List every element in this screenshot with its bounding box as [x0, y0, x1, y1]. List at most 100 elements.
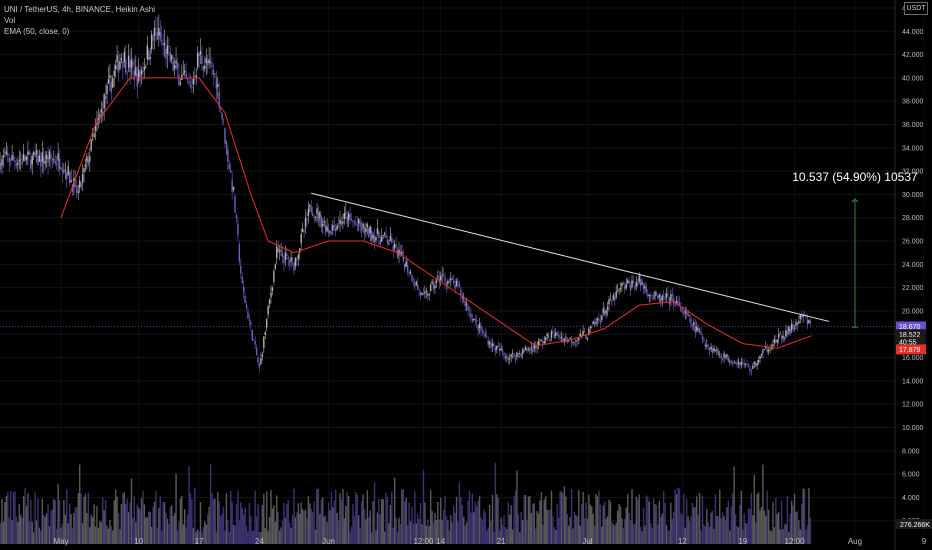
candle-body [314, 216, 317, 218]
volume-bar [608, 499, 610, 544]
volume-bar [425, 525, 428, 544]
volume-bar [603, 501, 606, 544]
volume-bar [45, 513, 48, 544]
volume-bar [431, 511, 433, 544]
candle-body [53, 159, 55, 161]
measure-tool[interactable]: 10.537 (54.90%) 10537 [792, 170, 918, 328]
volume-bar [41, 498, 44, 544]
volume-bar [685, 498, 688, 544]
candle-body [501, 349, 504, 352]
volume-bar [647, 496, 649, 544]
candle-body [83, 168, 85, 173]
price-tag-label: 40:55 [899, 339, 917, 346]
volume-bar [322, 497, 324, 544]
candle-body [648, 294, 650, 296]
volume-bar [401, 489, 403, 544]
candle-body [277, 248, 279, 253]
volume-bar [720, 518, 722, 544]
candle-body [346, 216, 348, 224]
volume-bar [217, 491, 219, 544]
candle-body [507, 358, 510, 360]
candle-body [627, 280, 629, 283]
candle-body [583, 331, 586, 333]
volume-bar [393, 477, 396, 544]
candle-body [573, 342, 576, 343]
price-tick-label: 10.000 [902, 425, 924, 432]
time-axis[interactable]: May101724Jun12:001421Jul121912:00Aug9162… [53, 537, 932, 546]
candle-body [94, 125, 97, 131]
candle-body [685, 312, 688, 315]
candle-body [757, 360, 760, 363]
candle-body [222, 119, 225, 121]
candle-body [38, 155, 41, 162]
volume-bar [637, 499, 639, 544]
currency-badge[interactable]: USDT [904, 2, 928, 15]
candle-body [169, 52, 172, 62]
candle-body [763, 349, 766, 351]
candle-body [133, 70, 136, 81]
candle-body [296, 258, 298, 261]
volume-bar [444, 495, 446, 544]
candle-body [461, 296, 463, 299]
volume-bar [204, 521, 206, 544]
candle-body [152, 36, 154, 41]
candle-body [125, 59, 127, 73]
candle-body [113, 70, 115, 76]
volume-bar [388, 523, 390, 544]
volume-bar [454, 512, 456, 544]
candle-body [746, 364, 748, 365]
volume-bar [474, 502, 476, 544]
volume-bar [12, 492, 15, 544]
volume-bar [762, 464, 764, 544]
volume-bar [231, 502, 233, 544]
volume-bar [490, 521, 492, 544]
candle-body [278, 250, 281, 252]
candle-body [511, 353, 514, 354]
volume-bar [135, 522, 137, 544]
candle-body [421, 293, 423, 295]
candle-body [135, 67, 137, 76]
volume-bar [250, 515, 252, 544]
volume-bar [309, 503, 311, 544]
candle-body [264, 332, 266, 335]
volume-bar [697, 515, 699, 544]
candle-body [340, 221, 343, 225]
candle-body [247, 311, 249, 319]
candle-body [58, 158, 61, 169]
volume-indicator-label[interactable]: Vol [4, 16, 16, 25]
volume-bar [681, 514, 684, 544]
candle-body [326, 226, 328, 231]
volume-bar [534, 528, 537, 544]
price-tag-bg [896, 336, 926, 347]
volume-bar [191, 499, 193, 544]
volume-bar [8, 517, 10, 544]
volume-bar [601, 526, 603, 544]
candle-body [175, 60, 177, 64]
volume-bar [93, 504, 95, 544]
candle-body [369, 226, 371, 234]
candle-body [534, 345, 537, 348]
symbol-title[interactable]: UNI / TetherUS, 4h, BINANCE, Heikin Ashi [4, 5, 156, 14]
candle-body [319, 211, 321, 218]
candle-body [306, 218, 308, 221]
candle-body [729, 361, 731, 362]
candle-body [652, 296, 655, 299]
ema-indicator-label[interactable]: EMA (50, close, 0) [4, 27, 70, 36]
candle-body [465, 303, 468, 306]
candle-body [602, 308, 604, 314]
candle-body [70, 180, 72, 183]
price-axis[interactable]: 46.00044.00042.00040.00038.00036.00034.0… [902, 6, 924, 526]
volume-bar [510, 505, 512, 544]
volume-bar [477, 500, 479, 544]
volume-bar [639, 526, 642, 544]
candle-body [530, 347, 533, 349]
date-tick-label: 17 [195, 537, 204, 546]
volume-bar [179, 498, 182, 544]
candle-body [195, 75, 197, 78]
candle-body [48, 151, 51, 160]
price-tag-bg [896, 344, 926, 355]
volume-bar [335, 489, 337, 544]
trendline[interactable] [311, 192, 830, 322]
